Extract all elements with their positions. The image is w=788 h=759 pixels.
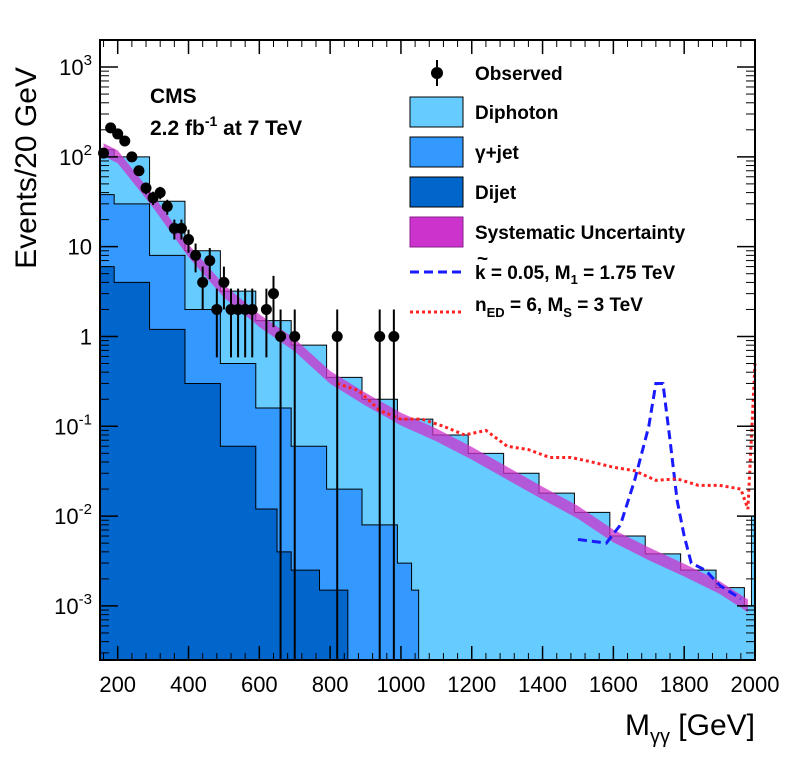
y-axis-title: Events/20 GeV xyxy=(10,67,43,269)
observed-point xyxy=(204,255,216,267)
rs-graviton-signal-line xyxy=(577,381,742,601)
legend-dijet-swatch xyxy=(409,176,464,208)
x-tick-label: 200 xyxy=(99,672,136,697)
observed-point xyxy=(218,276,230,288)
plot-area xyxy=(98,122,757,661)
legend-syst-label: Systematic Uncertainty xyxy=(475,223,686,244)
legend-observed-marker xyxy=(431,67,443,79)
legend-gjet-swatch xyxy=(409,136,464,168)
x-tick-label: 1600 xyxy=(589,672,638,697)
observed-point xyxy=(211,303,223,315)
observed-point xyxy=(183,234,195,246)
observed-point xyxy=(119,135,131,147)
legend-observed-label: Observed xyxy=(475,64,563,85)
observed-point xyxy=(126,151,138,163)
legend-diphoton-swatch xyxy=(409,96,464,128)
observed-point xyxy=(140,182,152,194)
observed-point xyxy=(175,222,187,234)
observed-point xyxy=(267,288,279,300)
y-tick-label: 102 xyxy=(59,142,92,170)
legend-dijet-label: Dijet xyxy=(475,183,517,204)
observed-point xyxy=(388,330,400,342)
legend: Observed Diphoton γ+jet Dijet Systematic… xyxy=(409,60,686,320)
observed-point xyxy=(275,330,287,342)
observed-point xyxy=(133,165,145,177)
x-tick-label: 600 xyxy=(241,672,278,697)
y-tick-label: 10-3 xyxy=(54,591,92,619)
dijet-histogram xyxy=(99,266,355,661)
y-tick-label: 103 xyxy=(59,52,92,80)
luminosity-label: 2.2 fb-1 at 7 TeV xyxy=(150,113,302,140)
y-tick-label: 10-2 xyxy=(54,501,92,529)
observed-point xyxy=(374,330,386,342)
x-tick-label: 1400 xyxy=(518,672,567,697)
observed-point xyxy=(161,201,173,213)
observed-point xyxy=(190,249,202,261)
y-tick-label: 10 xyxy=(68,235,92,260)
systematic-uncertainty-band xyxy=(103,143,748,613)
x-axis-title: Mγγ [GeV] xyxy=(625,709,755,748)
experiment-label: CMS xyxy=(150,85,197,108)
observed-point xyxy=(246,303,258,315)
observed-point xyxy=(260,303,272,315)
y-tick-label: 1 xyxy=(80,324,92,349)
y-tick-label: 10-1 xyxy=(54,411,92,439)
x-tick-label: 2000 xyxy=(731,672,780,697)
legend-gjet-label: γ+jet xyxy=(475,143,520,164)
observed-point xyxy=(331,330,343,342)
observed-point xyxy=(197,276,209,288)
observed-point xyxy=(112,128,124,140)
axes: 200 400 600 800 1000 1200 1400 1600 1800 2000 10-3… xyxy=(54,39,780,697)
add-signal-line xyxy=(336,363,757,510)
x-tick-label: 400 xyxy=(170,672,207,697)
legend-add-label: nED = 6, MS = 3 TeV xyxy=(475,295,643,320)
observed-point xyxy=(154,187,166,199)
x-tick-label: 1200 xyxy=(447,672,496,697)
legend-diphoton-label: Diphoton xyxy=(475,103,558,124)
legend-syst-swatch xyxy=(409,216,464,248)
legend-rs-label: k = 0.05, M1 = 1.75 TeV xyxy=(475,263,676,287)
x-tick-label: 800 xyxy=(312,672,349,697)
observed-point xyxy=(289,330,301,342)
x-tick-label: 1000 xyxy=(376,672,425,697)
legend-rs-tilde: ~ xyxy=(477,249,488,270)
x-tick-label: 1800 xyxy=(660,672,709,697)
